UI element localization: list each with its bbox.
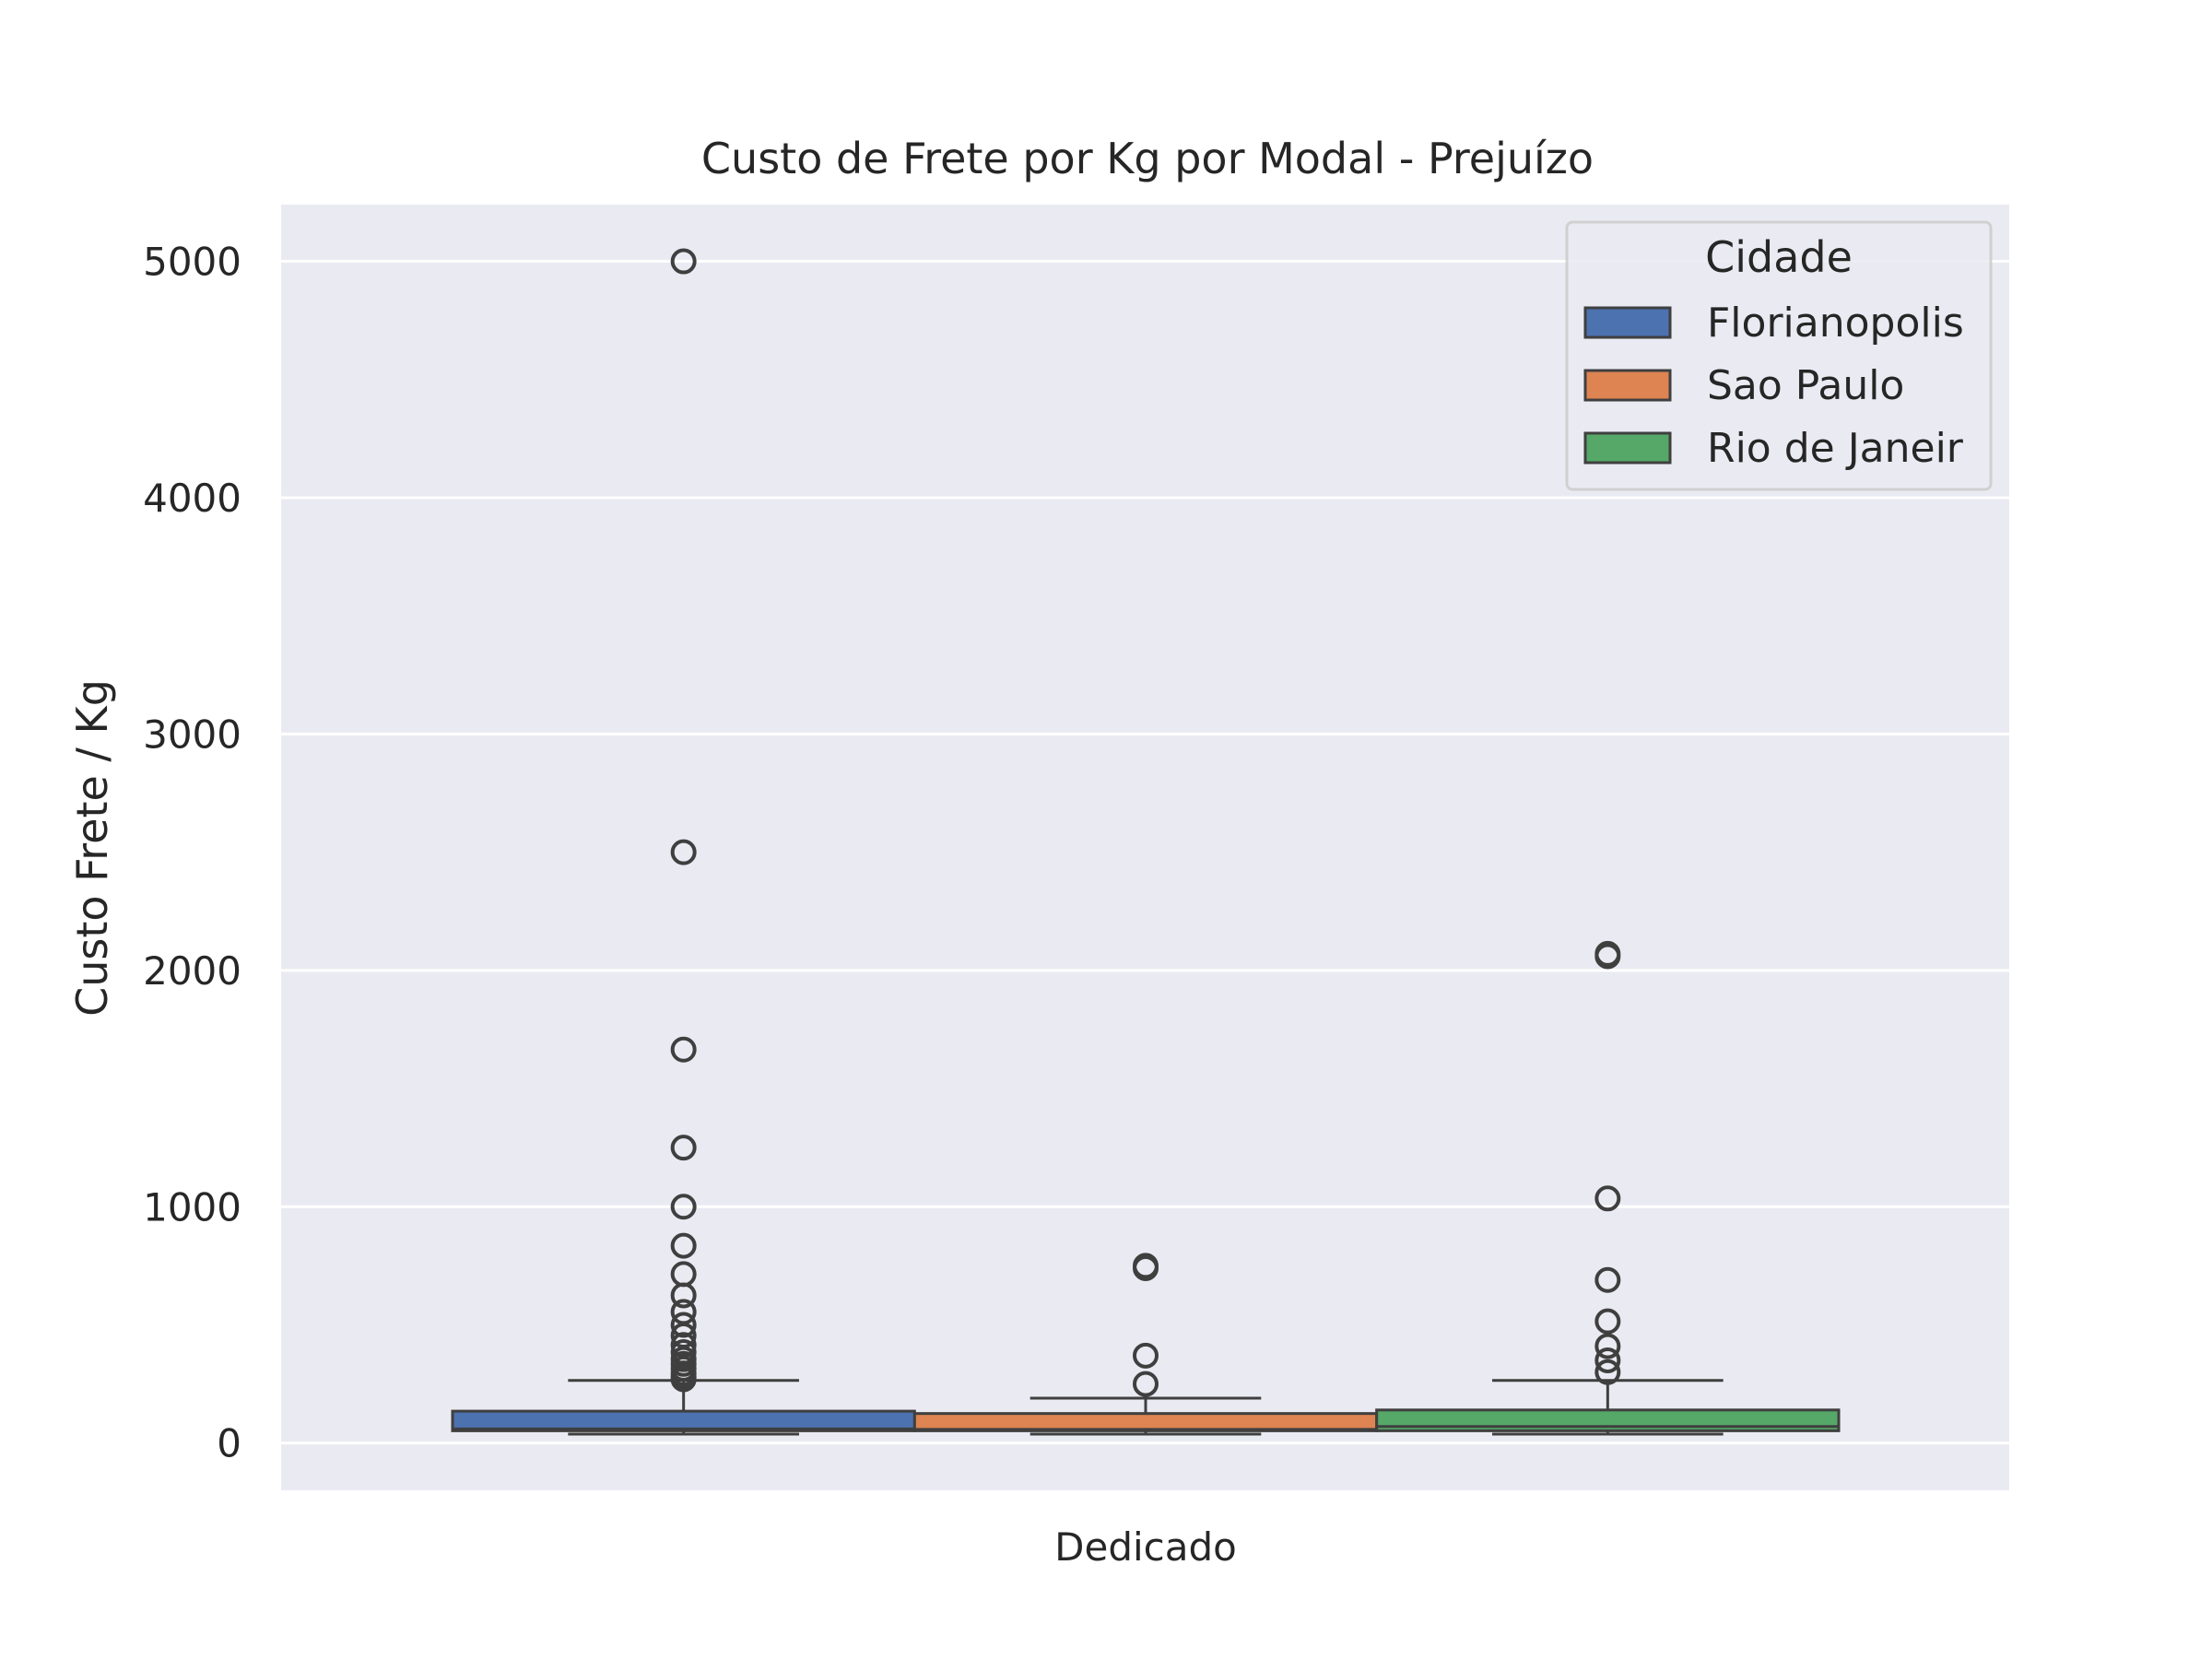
y-tick-label: 2000 — [143, 948, 241, 994]
x-tick-label: Dedicado — [1054, 1524, 1237, 1570]
y-axis-ticks: 0 1000 2000 3000 4000 5000 — [143, 240, 241, 1466]
legend-swatch — [1583, 306, 1672, 339]
outlier-point — [1594, 1359, 1621, 1385]
outlier-point — [670, 1312, 697, 1338]
outlier-point — [1594, 1266, 1621, 1293]
legend-label: Sao Paulo — [1707, 362, 1904, 409]
box-series — [451, 248, 1841, 1436]
legend-label: Rio de Janeir — [1707, 425, 1964, 472]
outlier-point — [1594, 1347, 1621, 1373]
legend: Cidade Florianopolis Sao Paulo Rio de Jane… — [1565, 220, 1993, 491]
outlier-point — [670, 1232, 697, 1259]
legend-label: Florianopolis — [1707, 300, 1964, 347]
outlier-point — [670, 248, 697, 275]
y-tick-label: 1000 — [143, 1184, 241, 1230]
chart-title: Custo de Frete por Kg por Modal - Prejuí… — [701, 134, 1594, 183]
y-tick-label: 4000 — [143, 476, 241, 521]
outlier-point — [1594, 943, 1621, 970]
outlier-point — [670, 1194, 697, 1220]
outlier-point — [670, 1036, 697, 1063]
outlier-point — [670, 1366, 697, 1393]
outlier-point — [670, 1135, 697, 1161]
box-sao-paulo — [912, 1253, 1379, 1436]
outlier-point — [1133, 1371, 1159, 1397]
legend-title: Cidade — [1705, 232, 1853, 282]
outlier-point — [1133, 1342, 1159, 1369]
legend-swatch — [1583, 369, 1672, 402]
y-tick-label: 0 — [217, 1421, 241, 1466]
box-florianopolis — [451, 248, 916, 1436]
legend-item-florianopolis: Florianopolis — [1583, 300, 1964, 347]
outlier-point — [1133, 1254, 1159, 1281]
outlier-point — [1594, 1185, 1621, 1212]
outlier-point — [670, 1282, 697, 1309]
outlier-point — [1594, 1308, 1621, 1335]
outlier-point — [1594, 1333, 1621, 1359]
y-tick-label: 5000 — [143, 240, 241, 285]
legend-items: Florianopolis Sao Paulo Rio de Janeir — [1583, 300, 1964, 472]
y-tick-label: 3000 — [143, 712, 241, 757]
legend-item-sao-paulo: Sao Paulo — [1583, 362, 1904, 409]
box-rio-de-janeir — [1375, 940, 1841, 1436]
y-axis-label: Custo Frete / Kg — [67, 679, 117, 1017]
legend-swatch — [1583, 431, 1672, 465]
legend-frame — [1565, 220, 1993, 491]
outlier-point — [670, 839, 697, 865]
legend-item-rio-de-janeir: Rio de Janeir — [1583, 425, 1964, 472]
